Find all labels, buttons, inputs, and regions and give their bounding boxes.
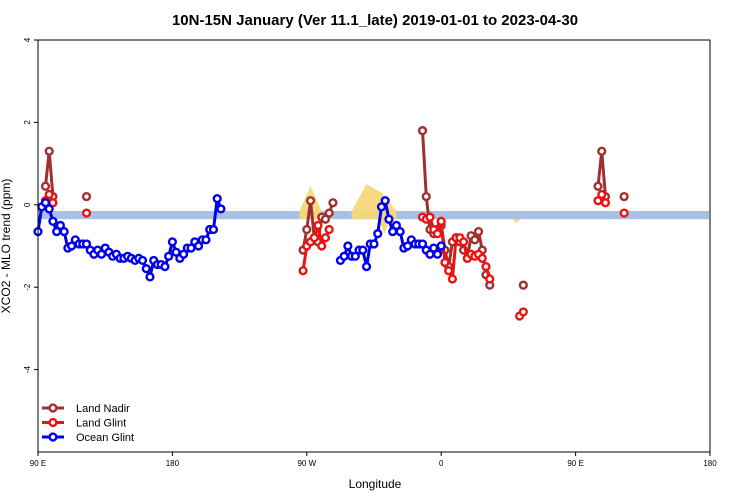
ocean-glint-point (44, 204, 54, 214)
land-nadir-point (328, 198, 338, 208)
legend-label-land-glint: Land Glint (76, 418, 126, 430)
ocean-glint-point (358, 245, 368, 255)
land-glint-point (432, 229, 443, 239)
land-glint-point (436, 216, 446, 226)
legend: Land Nadir Land Glint Ocean Glint (42, 403, 134, 444)
plot-frame (37, 39, 711, 453)
land-nadir-point (302, 224, 312, 235)
land-nadir-point (473, 226, 484, 237)
ocean-glint-point (380, 196, 390, 206)
legend-label-land-nadir: Land Nadir (76, 403, 130, 415)
land-nadir-point (417, 126, 428, 136)
ocean-glint-point (145, 272, 155, 282)
land-glint-point (619, 208, 629, 218)
land-nadir-point (44, 146, 54, 156)
ocean-glint-point (212, 194, 222, 204)
land-glint-point (459, 237, 469, 247)
land-nadir-point (305, 196, 316, 206)
land-glint-point (444, 266, 454, 276)
x-tick-label: 180 (703, 459, 717, 468)
ocean-glint-point (384, 214, 394, 224)
ocean-glint-point (216, 204, 226, 214)
band-overlay-3 (512, 219, 521, 224)
ocean-glint-point (167, 237, 178, 247)
land-glint-point (44, 189, 54, 200)
y-tick-label: -4 (23, 365, 32, 373)
land-nadir-point (40, 181, 51, 191)
land-glint-point (485, 274, 495, 284)
ocean-glint-point (339, 251, 349, 261)
x-tick-label: 0 (439, 459, 444, 468)
land-nadir-point (518, 280, 528, 290)
ocean-glint-point (160, 262, 170, 272)
x-axis-label: Longitude (349, 477, 402, 491)
land-nadir-point (324, 208, 334, 218)
x-tick-label: 90 E (567, 459, 583, 468)
x-tick-label: 90 E (30, 459, 46, 468)
y-tick-label: 2 (23, 120, 32, 125)
ocean-glint-point (48, 216, 58, 226)
band-overlay-1 (351, 184, 397, 220)
ocean-glint-point (164, 251, 174, 261)
ocean-glint-point (137, 255, 148, 266)
land-glint-point (425, 212, 435, 222)
ocean-glint-point (417, 239, 428, 249)
y-tick-label: -2 (23, 283, 32, 291)
ocean-glint-point (201, 235, 211, 245)
ocean-glint-point (376, 202, 387, 212)
ocean-glint-point (40, 198, 51, 208)
legend-label-ocean-glint: Ocean Glint (76, 432, 134, 444)
land-nadir-point (597, 146, 607, 156)
legend-marker-land-nadir (48, 403, 58, 413)
land-nadir-point (421, 191, 431, 202)
ocean-glint-point (81, 239, 92, 249)
land-glint-point (597, 189, 607, 200)
land-glint-point (81, 208, 92, 218)
ocean-glint-point (395, 226, 405, 237)
x-tick-label: 180 (166, 459, 180, 468)
land-nadir-point (470, 235, 480, 245)
ocean-glint-point (373, 229, 383, 239)
ocean-glint-point (350, 251, 360, 261)
plot-area (33, 126, 709, 321)
chart-title: 10N-15N January (Ver 11.1_late) 2019-01-… (172, 12, 578, 29)
legend-marker-ocean-glint (48, 432, 58, 442)
land-glint-point (600, 198, 611, 208)
land-glint-point (440, 257, 450, 268)
x-tick-label: 90 W (297, 459, 316, 468)
y-axis-label: XCO2 - MLO trend (ppm) (0, 179, 13, 314)
ocean-glint-point (436, 241, 446, 251)
land-glint-point (313, 220, 323, 231)
land-nadir-point (320, 214, 331, 224)
x-axis: 90 E 180 90 W 0 90 E 180 (30, 452, 717, 468)
land-nadir-point (619, 191, 629, 202)
ocean-glint-point (141, 264, 151, 274)
land-nadir-point (81, 191, 92, 202)
ocean-glint-point (343, 241, 353, 251)
land-glint-point (309, 233, 319, 243)
land-glint-point (477, 253, 487, 263)
ocean-glint-point (59, 226, 69, 237)
ocean-glint-point (55, 220, 66, 231)
land-glint-point (518, 307, 528, 317)
land-glint-point (317, 241, 327, 251)
ocean-glint-point (361, 262, 372, 272)
ocean-glint-point (391, 220, 402, 231)
y-axis: 4 2 0 -2 -4 (23, 37, 38, 373)
ocean-glint-point (179, 249, 189, 259)
ocean-glint-point (193, 241, 204, 251)
land-glint-point (447, 274, 458, 284)
land-nadir-point (593, 181, 603, 191)
y-tick-label: 4 (23, 37, 32, 42)
y-tick-label: 0 (23, 202, 32, 207)
ocean-glint-point (432, 249, 443, 259)
land-glint-point (324, 224, 334, 235)
land-glint-point (298, 266, 308, 276)
land-glint-point (320, 233, 331, 243)
ocean-glint-point (369, 239, 379, 249)
land-glint-point (481, 262, 491, 272)
legend-marker-land-glint (48, 417, 58, 428)
ocean-glint-point (208, 224, 219, 235)
